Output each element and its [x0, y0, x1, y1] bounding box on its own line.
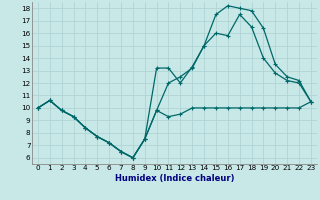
X-axis label: Humidex (Indice chaleur): Humidex (Indice chaleur)	[115, 174, 234, 183]
